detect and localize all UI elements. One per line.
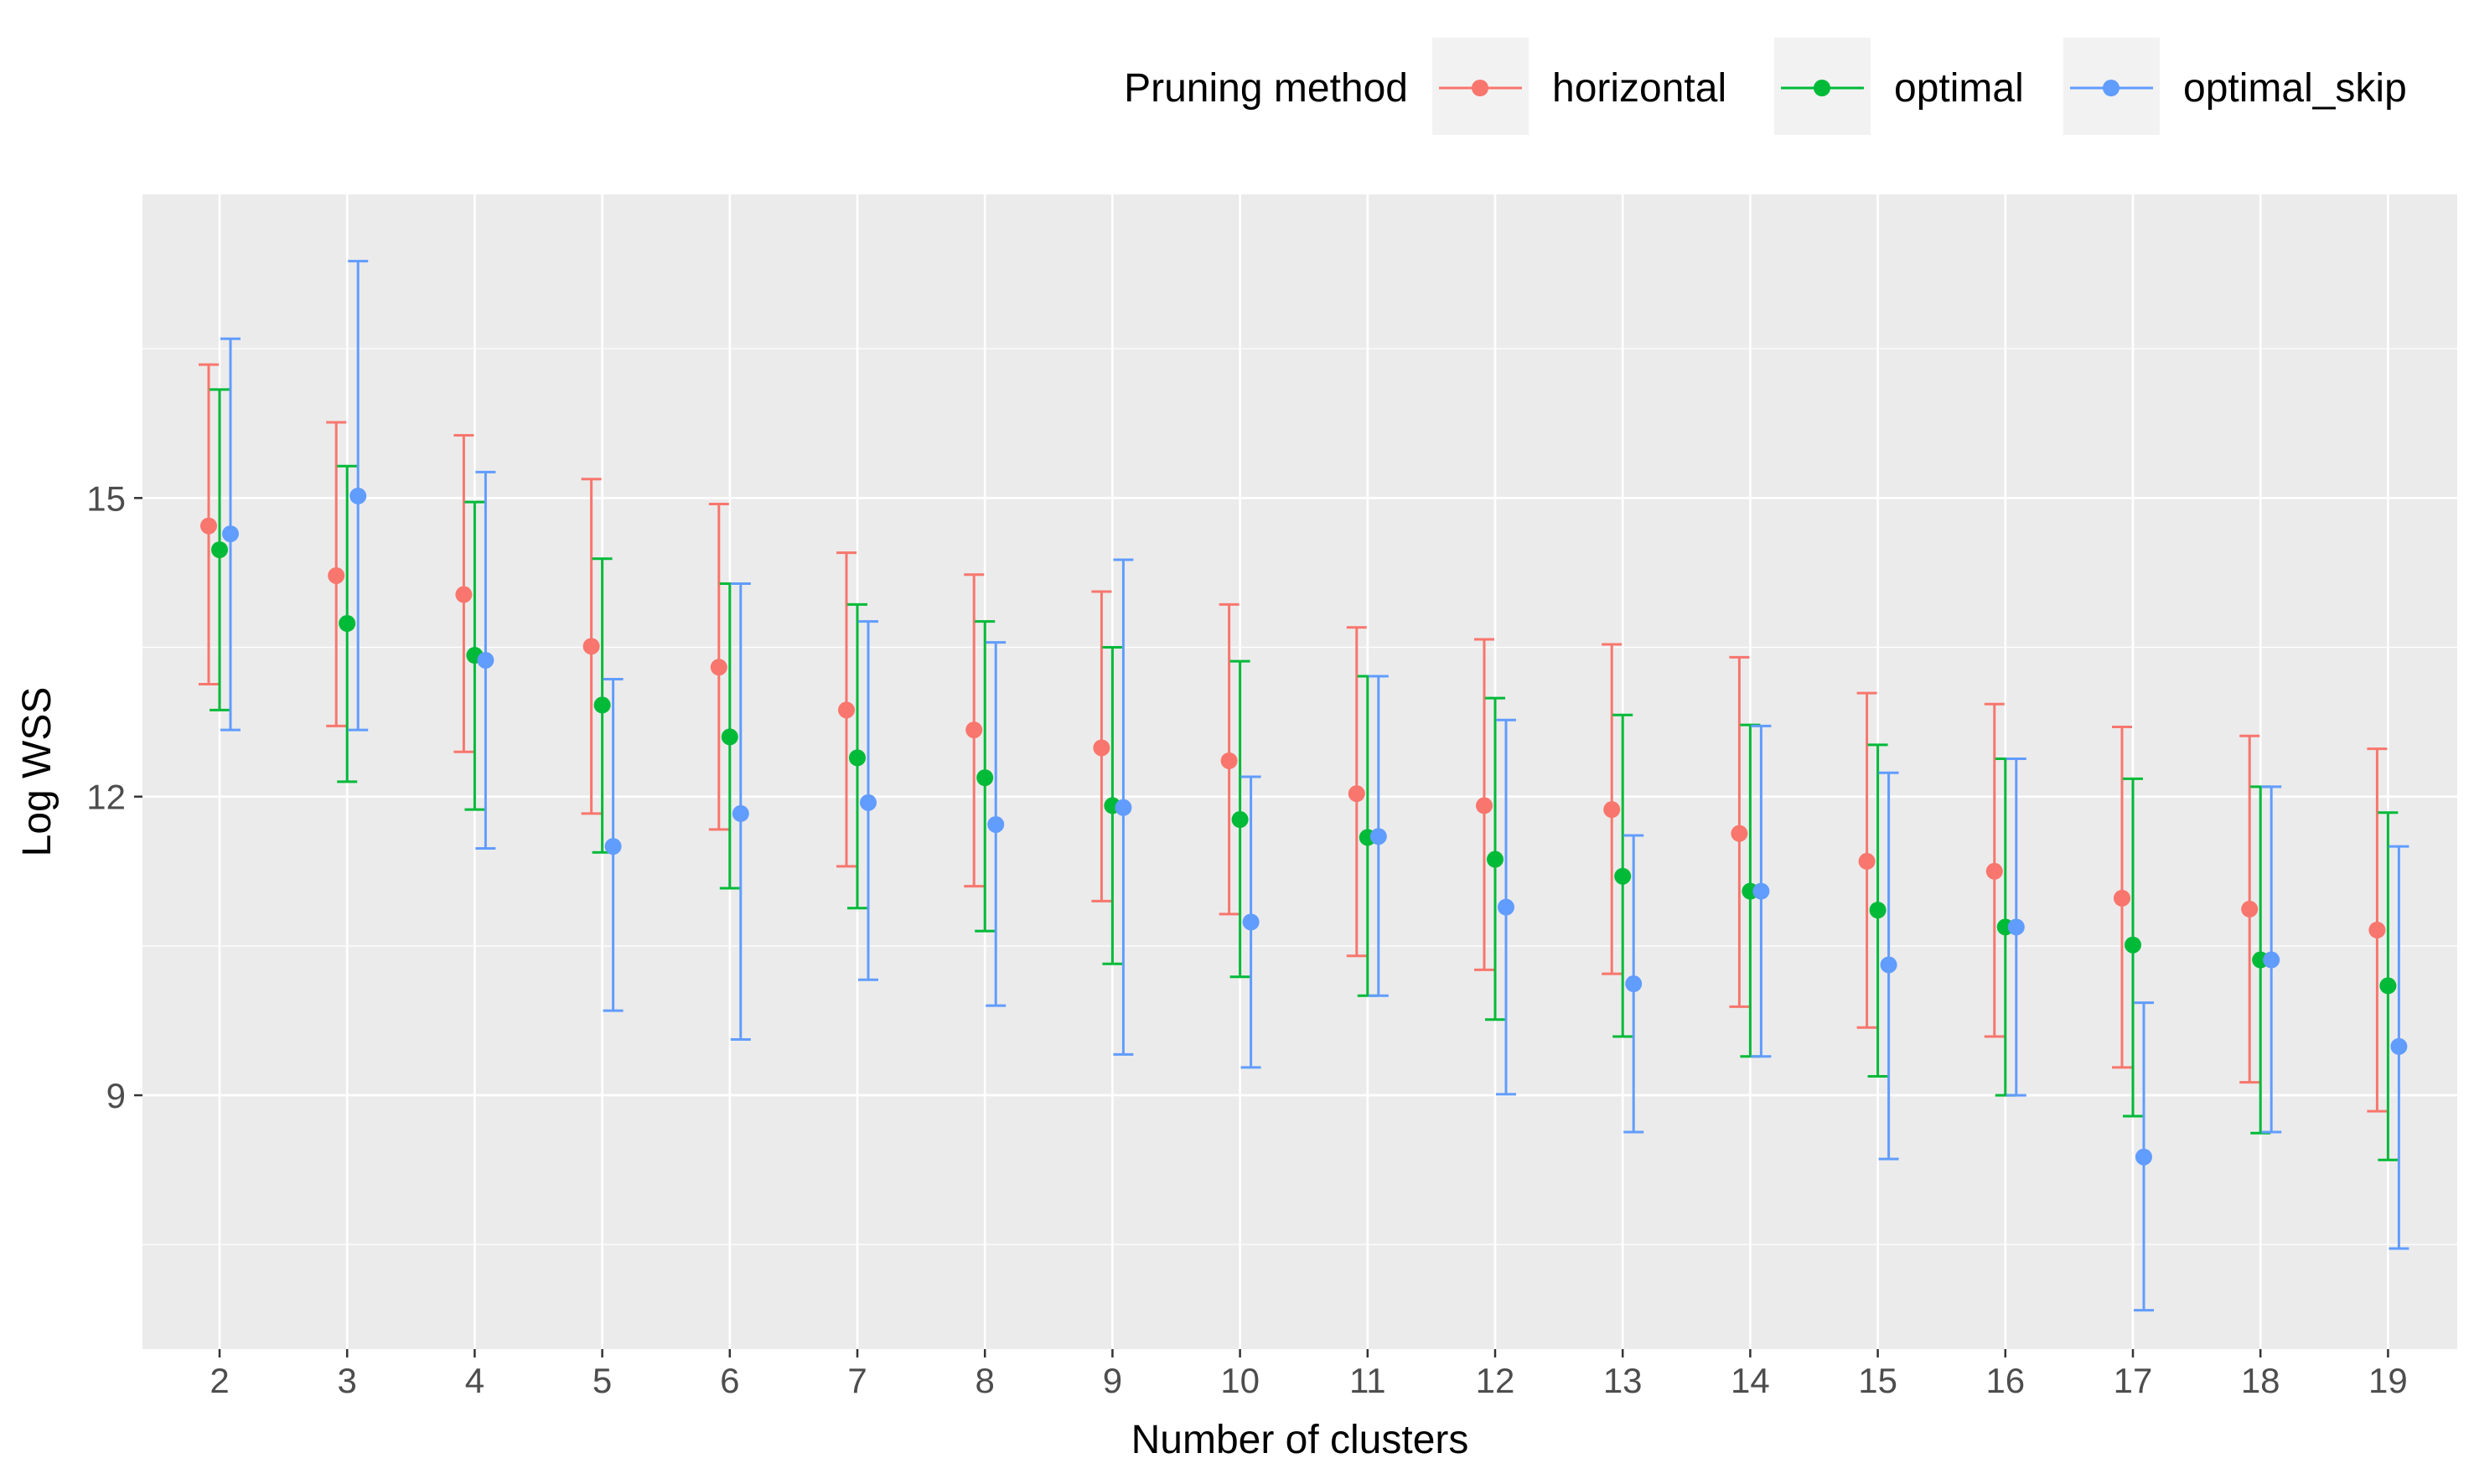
- x-tick-label: 6: [720, 1361, 739, 1400]
- x-axis-title: Number of clusters: [1131, 1418, 1469, 1462]
- data-point: [1498, 898, 1514, 916]
- data-point: [1869, 902, 1887, 919]
- data-point: [339, 614, 356, 632]
- data-point: [1731, 825, 1748, 842]
- data-point: [2135, 1148, 2152, 1166]
- x-tick-label: 8: [976, 1361, 995, 1400]
- data-point: [2125, 936, 2141, 954]
- data-point: [838, 701, 855, 719]
- series-optimal: [210, 388, 2399, 1161]
- y-axis-title: Log WSS: [15, 687, 60, 857]
- data-point: [222, 525, 239, 543]
- data-point: [1614, 867, 1632, 885]
- x-tick-label: 7: [847, 1361, 867, 1400]
- y-tick-label: 12: [86, 778, 126, 817]
- x-tick-label: 4: [465, 1361, 484, 1400]
- y-tick-label: 9: [106, 1076, 126, 1115]
- data-point: [2368, 921, 2386, 938]
- data-point: [2007, 918, 2025, 936]
- y-tick-label: 15: [86, 478, 126, 518]
- x-tick-label: 18: [2241, 1361, 2280, 1400]
- x-tick-label: 12: [1476, 1361, 1515, 1400]
- x-tick-label: 14: [1731, 1361, 1770, 1400]
- data-point: [849, 749, 866, 767]
- data-point: [1476, 797, 1493, 814]
- data-point: [1625, 975, 1643, 993]
- legend-key-point: [1472, 80, 1488, 96]
- data-point: [1220, 752, 1238, 769]
- data-point: [1880, 956, 1897, 974]
- data-point: [987, 815, 1005, 833]
- legend-item-optimal_skip: optimal_skip: [2063, 38, 2407, 135]
- legend-key-point: [1814, 80, 1830, 96]
- data-point: [200, 517, 217, 535]
- data-point: [2241, 900, 2259, 918]
- data-point: [1093, 739, 1110, 757]
- legend-keys: horizontal optimal optimal_skip: [1432, 38, 2407, 135]
- data-point: [2114, 889, 2130, 907]
- data-point: [860, 794, 877, 811]
- data-point: [976, 769, 994, 787]
- data-point: [1348, 785, 1365, 803]
- data-point: [604, 838, 622, 856]
- x-tick-label: 9: [1103, 1361, 1122, 1400]
- data-point: [593, 696, 611, 714]
- data-point: [1858, 852, 1876, 870]
- data-point: [211, 541, 228, 559]
- legend-item-optimal: optimal: [1774, 38, 2024, 135]
- series-optimal_skip: [220, 260, 2409, 1312]
- data-point: [1242, 913, 1260, 931]
- legend-title: Pruning method: [1124, 66, 1408, 111]
- legend: Pruning method horizontal optimal optimal_…: [1124, 38, 2407, 135]
- data-point: [2263, 951, 2280, 969]
- data-point: [965, 721, 983, 739]
- data-point: [349, 487, 367, 504]
- data-point: [477, 651, 494, 669]
- x-tick-label: 15: [1858, 1361, 1897, 1400]
- legend-item-horizontal: horizontal: [1432, 38, 1726, 135]
- data-point: [1603, 801, 1621, 819]
- data-point: [732, 804, 749, 822]
- x-tick-label: 19: [2368, 1361, 2408, 1400]
- data-point: [328, 566, 345, 584]
- data-point: [455, 586, 473, 603]
- legend-label: horizontal: [1552, 66, 1726, 111]
- legend-key-point: [2103, 80, 2119, 96]
- data-point: [1487, 851, 1504, 868]
- axes: 2 3 4 5 6 7 8 9 10 11 12 13 14 15 16 17 18 19 9 12 15: [86, 478, 2407, 1400]
- x-tick-label: 17: [2114, 1361, 2153, 1400]
- series-horizontal: [199, 363, 2388, 1113]
- legend-label: optimal: [1894, 66, 2024, 111]
- plot-panel: [142, 194, 2457, 1349]
- data-point: [2379, 977, 2397, 995]
- data-point: [1985, 862, 2003, 880]
- data-point: [582, 638, 600, 655]
- x-tick-label: 10: [1220, 1361, 1260, 1400]
- x-tick-label: 3: [338, 1361, 357, 1400]
- legend-label: optimal_skip: [2183, 66, 2407, 111]
- series-layer: [199, 260, 2409, 1312]
- data-point: [721, 728, 738, 746]
- x-tick-label: 16: [1985, 1361, 2025, 1400]
- data-point: [1115, 799, 1132, 816]
- data-point: [1231, 811, 1249, 829]
- x-tick-label: 2: [210, 1361, 229, 1400]
- x-tick-label: 5: [593, 1361, 612, 1400]
- x-tick-label: 11: [1349, 1361, 1386, 1400]
- x-tick-label: 13: [1603, 1361, 1643, 1400]
- data-point: [1752, 882, 1770, 900]
- data-point: [1369, 828, 1387, 845]
- data-point: [710, 659, 727, 676]
- data-point: [2390, 1037, 2408, 1055]
